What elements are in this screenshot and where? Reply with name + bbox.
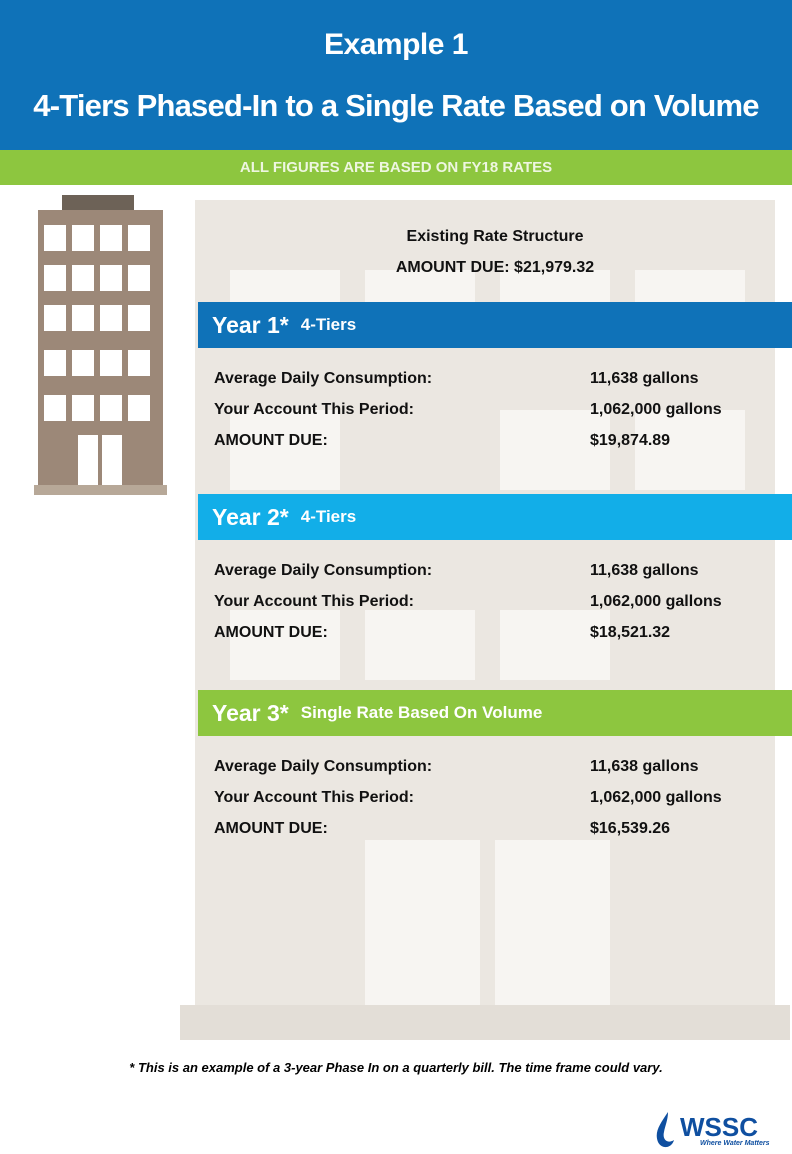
logo: WSSC [680, 1112, 758, 1143]
page: Example 1 4-Tiers Phased-In to a Single … [0, 0, 792, 1154]
year-bar: Year 3* Single Rate Based On Volume [198, 690, 792, 736]
detail-label: Average Daily Consumption: [214, 758, 432, 776]
detail-value: 11,638 gallons [590, 758, 699, 776]
detail-value: $18,521.32 [590, 624, 670, 642]
plan-label: 4-Tiers [301, 315, 356, 335]
year-label: Year 1* [212, 312, 289, 339]
detail-label: AMOUNT DUE: [214, 820, 328, 838]
year-label: Year 2* [212, 504, 289, 531]
banner: ALL FIGURES ARE BASED ON FY18 RATES [0, 150, 792, 185]
existing-label: Existing Rate Structure [198, 228, 792, 246]
detail-value: $16,539.26 [590, 820, 670, 838]
detail-label: Your Account This Period: [214, 593, 414, 611]
detail-label: Average Daily Consumption: [214, 370, 432, 388]
detail-value: 1,062,000 gallons [590, 789, 722, 807]
detail-value: $19,874.89 [590, 432, 670, 450]
detail-label: Average Daily Consumption: [214, 562, 432, 580]
footnote: * This is an example of a 3-year Phase I… [0, 1060, 792, 1075]
year-bar: Year 1* 4-Tiers [198, 302, 792, 348]
header: Example 1 4-Tiers Phased-In to a Single … [0, 0, 792, 150]
year-label: Year 3* [212, 700, 289, 727]
detail-value: 11,638 gallons [590, 562, 699, 580]
detail-label: AMOUNT DUE: [214, 432, 328, 450]
subtitle: 4-Tiers Phased-In to a Single Rate Based… [0, 88, 792, 124]
plan-label: 4-Tiers [301, 507, 356, 527]
detail-value: 1,062,000 gallons [590, 401, 722, 419]
existing-amount: AMOUNT DUE: $21,979.32 [198, 259, 792, 277]
plan-label: Single Rate Based On Volume [301, 703, 543, 723]
logo-tagline: Where Water Matters [700, 1140, 770, 1147]
detail-label: AMOUNT DUE: [214, 624, 328, 642]
detail-label: Your Account This Period: [214, 401, 414, 419]
detail-value: 11,638 gallons [590, 370, 699, 388]
detail-label: Your Account This Period: [214, 789, 414, 807]
detail-value: 1,062,000 gallons [590, 593, 722, 611]
year-bar: Year 2* 4-Tiers [198, 494, 792, 540]
title: Example 1 [0, 28, 792, 62]
